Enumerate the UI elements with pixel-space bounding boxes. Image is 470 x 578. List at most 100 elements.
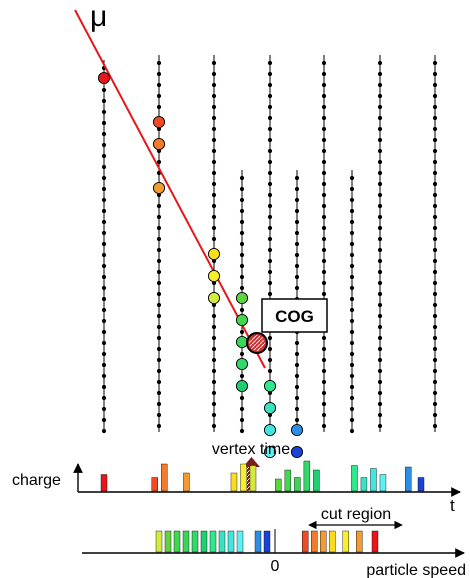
optical-module-dot xyxy=(377,60,383,66)
charge-bar xyxy=(183,472,190,492)
hit-marker xyxy=(152,181,166,195)
optical-module-dot xyxy=(267,258,273,264)
optical-module-dot xyxy=(156,269,162,275)
optical-module-dot xyxy=(239,252,245,258)
optical-module-dot xyxy=(432,225,438,231)
cog-point-hatch xyxy=(249,335,265,351)
speed-bar xyxy=(173,530,181,553)
optical-module-dot xyxy=(349,175,355,181)
speed-bar xyxy=(200,530,208,553)
optical-module-dot xyxy=(101,131,107,137)
optical-module-dot xyxy=(211,126,217,132)
optical-module-dot xyxy=(377,412,383,418)
optical-module-dot xyxy=(294,186,300,192)
optical-module-dot xyxy=(377,291,383,297)
hit-marker xyxy=(235,357,249,371)
optical-module-dot xyxy=(349,219,355,225)
optical-module-dot xyxy=(377,390,383,396)
optical-module-dot xyxy=(239,186,245,192)
charge-bar xyxy=(417,477,425,492)
optical-module-dot xyxy=(432,335,438,341)
optical-module-dot xyxy=(101,109,107,115)
optical-module-dot xyxy=(156,104,162,110)
optical-module-dot xyxy=(349,329,355,335)
optical-module-dot xyxy=(294,274,300,280)
optical-module-dot xyxy=(101,274,107,280)
optical-module-dot xyxy=(321,93,327,99)
optical-module-dot xyxy=(101,164,107,170)
optical-module-dot xyxy=(377,357,383,363)
optical-module-dot xyxy=(349,186,355,192)
optical-module-dot xyxy=(432,82,438,88)
optical-module-dot xyxy=(156,412,162,418)
optical-module-dot xyxy=(156,214,162,220)
optical-module-dot xyxy=(211,148,217,154)
optical-module-dot xyxy=(156,335,162,341)
optical-module-dot xyxy=(211,115,217,121)
speed-bar xyxy=(209,530,217,553)
charge-bar xyxy=(303,460,311,492)
speed-axis-label: particle speed xyxy=(366,562,466,578)
optical-module-dot xyxy=(211,225,217,231)
optical-module-dot xyxy=(349,208,355,214)
muon-symbol: μ xyxy=(90,0,107,33)
charge-bar xyxy=(351,465,358,492)
optical-module-dot xyxy=(267,269,273,275)
optical-module-dot xyxy=(432,401,438,407)
optical-module-dot xyxy=(211,181,217,187)
hit-marker xyxy=(290,423,304,437)
optical-module-dot xyxy=(377,181,383,187)
optical-module-dot xyxy=(349,340,355,346)
optical-module-dot xyxy=(321,137,327,143)
optical-module-dot xyxy=(294,175,300,181)
optical-module-dot xyxy=(267,291,273,297)
optical-module-dot xyxy=(321,148,327,154)
optical-module-dot xyxy=(101,153,107,159)
hit-marker xyxy=(263,423,277,437)
optical-module-dot xyxy=(321,104,327,110)
optical-module-dot xyxy=(321,357,327,363)
optical-module-dot xyxy=(101,318,107,324)
optical-module-dot xyxy=(267,247,273,253)
optical-module-dot xyxy=(267,137,273,143)
optical-module-dot xyxy=(321,225,327,231)
optical-module-dot xyxy=(294,208,300,214)
optical-module-dot xyxy=(294,373,300,379)
optical-module-dot xyxy=(267,126,273,132)
optical-module-dot xyxy=(267,181,273,187)
optical-module-dot xyxy=(377,137,383,143)
optical-module-dot xyxy=(321,247,327,253)
optical-module-dot xyxy=(156,357,162,363)
optical-module-dot xyxy=(101,373,107,379)
speed-histogram xyxy=(155,530,379,553)
optical-module-dot xyxy=(239,285,245,291)
optical-module-dot xyxy=(377,115,383,121)
optical-module-dot xyxy=(321,236,327,242)
optical-module-dot xyxy=(239,406,245,412)
optical-module-dot xyxy=(432,115,438,121)
optical-module-dot xyxy=(377,192,383,198)
optical-module-dot xyxy=(239,351,245,357)
optical-module-dot xyxy=(267,192,273,198)
optical-module-dot xyxy=(432,181,438,187)
optical-module-dot xyxy=(239,417,245,423)
optical-module-dot xyxy=(211,93,217,99)
optical-module-dot xyxy=(211,401,217,407)
optical-module-dot xyxy=(101,219,107,225)
hit-marker xyxy=(152,137,166,151)
optical-module-dot xyxy=(349,230,355,236)
speed-bar xyxy=(329,530,336,553)
optical-module-dot xyxy=(211,379,217,385)
optical-module-dot xyxy=(239,373,245,379)
optical-module-dot xyxy=(211,137,217,143)
optical-module-dot xyxy=(267,60,273,66)
optical-module-dot xyxy=(294,340,300,346)
optical-module-dot xyxy=(156,93,162,99)
hit-marker xyxy=(152,115,166,129)
charge-bar xyxy=(379,474,387,492)
speed-bar xyxy=(356,530,363,553)
optical-module-dot xyxy=(211,214,217,220)
charge-bar xyxy=(275,478,282,492)
optical-module-dot xyxy=(239,395,245,401)
